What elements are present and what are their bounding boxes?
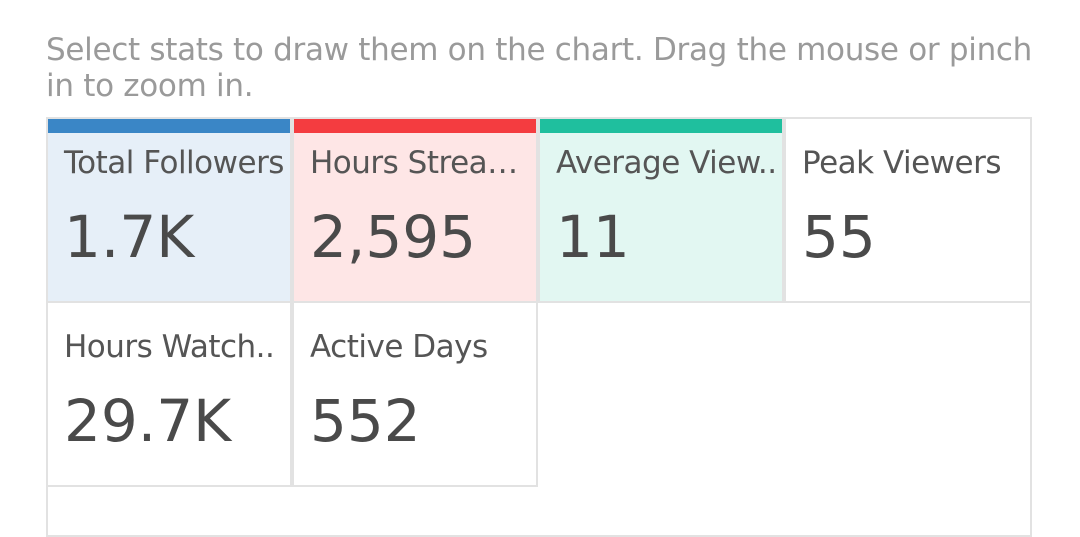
stat-value: 552 [310,387,421,455]
stat-tile[interactable]: Hours Watch.. 29.7K [46,301,292,487]
stat-label: Active Days [310,329,488,365]
stat-value: 11 [556,203,630,271]
stat-tile[interactable]: Active Days 552 [292,301,538,487]
stat-label: Total Followers [64,145,284,181]
instruction: Select stats to draw them on the chart. … [46,32,1033,104]
stat-label: Hours Watch.. [64,329,275,365]
stats-grid: Total Followers 1.7K Hours Strea… 2,595 Aver… [46,117,1032,537]
stat-value: 1.7K [64,203,195,271]
stat-tile[interactable]: Hours Strea… 2,595 [292,117,538,303]
stat-label: Average View.. [556,145,777,181]
stat-tile[interactable]: Average View.. 11 [538,117,784,303]
selected-color-bar [540,119,782,133]
page: Select stats to draw them on the chart. … [46,32,1033,537]
stat-tile[interactable]: Total Followers 1.7K [46,117,292,303]
stat-value: 55 [802,203,876,271]
selected-color-bar [48,119,290,133]
stat-tile[interactable]: Peak Viewers 55 [784,117,1032,303]
selected-color-bar [294,119,536,133]
stat-value: 29.7K [64,387,232,455]
stat-value: 2,595 [310,203,477,271]
stat-label: Peak Viewers [802,145,1002,181]
stat-label: Hours Strea… [310,145,518,181]
